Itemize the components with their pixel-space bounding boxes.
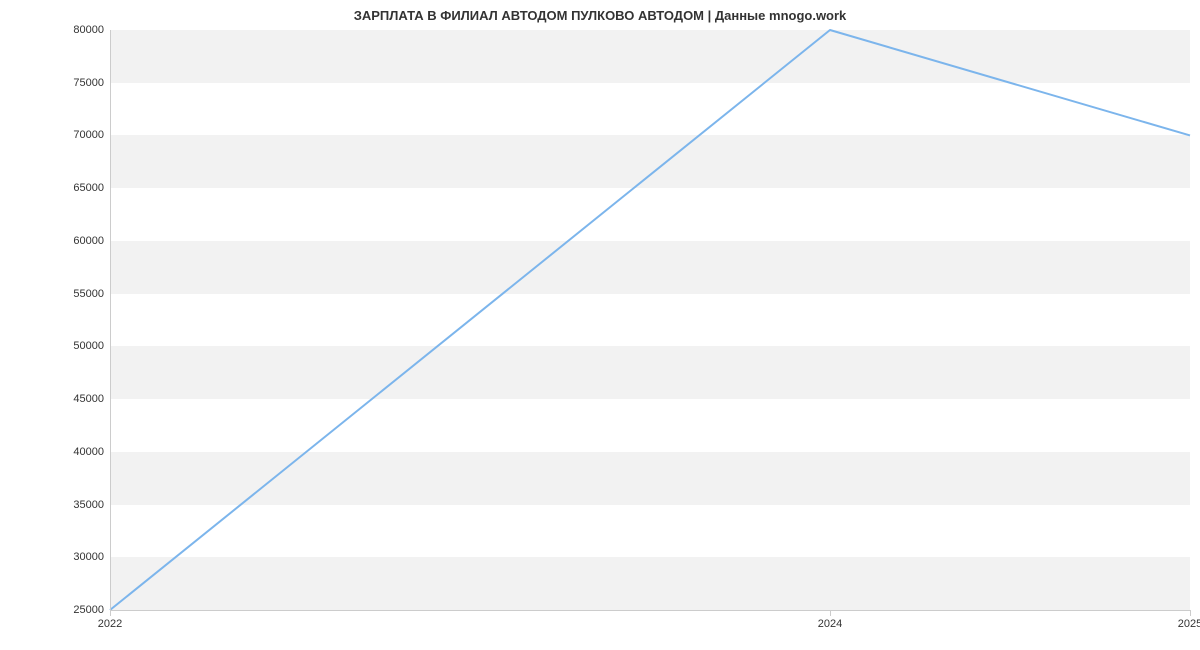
x-axis-line xyxy=(110,610,1190,611)
y-tick-label: 55000 xyxy=(73,288,104,300)
y-tick-label: 80000 xyxy=(73,24,104,36)
y-axis-line xyxy=(110,30,111,610)
y-tick-label: 75000 xyxy=(73,77,104,89)
y-tick-label: 25000 xyxy=(73,604,104,616)
x-tick-label: 2024 xyxy=(818,618,842,630)
y-tick-label: 35000 xyxy=(73,499,104,511)
series-line-salary xyxy=(110,30,1190,610)
y-tick-label: 65000 xyxy=(73,182,104,194)
x-tick-label: 2025 xyxy=(1178,618,1200,630)
chart-title: ЗАРПЛАТА В ФИЛИАЛ АВТОДОМ ПУЛКОВО АВТОДО… xyxy=(0,8,1200,23)
x-tick-mark xyxy=(1190,610,1191,616)
y-tick-label: 45000 xyxy=(73,393,104,405)
y-tick-label: 70000 xyxy=(73,129,104,141)
line-layer xyxy=(110,30,1190,610)
x-tick-label: 2022 xyxy=(98,618,122,630)
y-tick-label: 50000 xyxy=(73,340,104,352)
salary-line-chart: ЗАРПЛАТА В ФИЛИАЛ АВТОДОМ ПУЛКОВО АВТОДО… xyxy=(0,0,1200,650)
plot-area: 2500030000350004000045000500005500060000… xyxy=(110,30,1190,610)
y-tick-label: 30000 xyxy=(73,551,104,563)
y-tick-label: 60000 xyxy=(73,235,104,247)
y-tick-label: 40000 xyxy=(73,446,104,458)
